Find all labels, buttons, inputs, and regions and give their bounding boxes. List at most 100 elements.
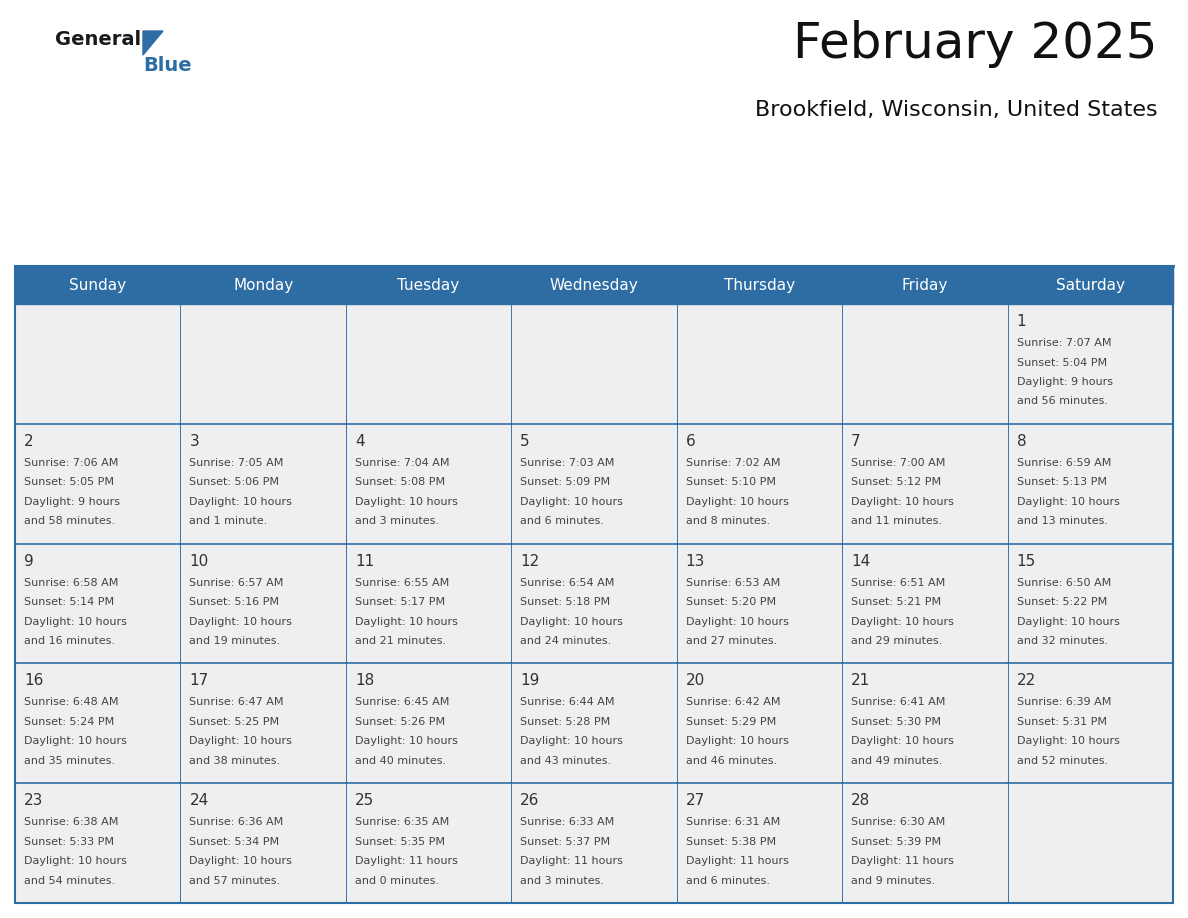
Text: and 13 minutes.: and 13 minutes. bbox=[1017, 516, 1107, 526]
Text: Sunrise: 7:06 AM: Sunrise: 7:06 AM bbox=[24, 458, 119, 468]
Text: 14: 14 bbox=[851, 554, 871, 568]
Text: General: General bbox=[55, 30, 141, 49]
Text: 11: 11 bbox=[355, 554, 374, 568]
Text: Daylight: 10 hours: Daylight: 10 hours bbox=[685, 736, 789, 746]
Bar bbox=[1007, 543, 1173, 664]
Text: Sunrise: 6:35 AM: Sunrise: 6:35 AM bbox=[355, 817, 449, 827]
Text: Sunset: 5:10 PM: Sunset: 5:10 PM bbox=[685, 477, 776, 487]
Text: and 21 minutes.: and 21 minutes. bbox=[355, 636, 446, 646]
Text: and 0 minutes.: and 0 minutes. bbox=[355, 876, 438, 886]
Text: and 52 minutes.: and 52 minutes. bbox=[1017, 756, 1107, 766]
Text: Daylight: 10 hours: Daylight: 10 hours bbox=[355, 736, 457, 746]
Bar bbox=[181, 664, 346, 783]
Text: Sunrise: 7:00 AM: Sunrise: 7:00 AM bbox=[851, 458, 946, 468]
Bar bbox=[181, 424, 346, 543]
Text: Sunrise: 6:51 AM: Sunrise: 6:51 AM bbox=[851, 577, 946, 588]
Text: and 57 minutes.: and 57 minutes. bbox=[189, 876, 280, 886]
Text: and 9 minutes.: and 9 minutes. bbox=[851, 876, 935, 886]
Bar bbox=[1007, 783, 1173, 903]
Text: Sunset: 5:29 PM: Sunset: 5:29 PM bbox=[685, 717, 776, 727]
Text: and 3 minutes.: and 3 minutes. bbox=[520, 876, 605, 886]
Bar bbox=[677, 304, 842, 424]
Text: 10: 10 bbox=[189, 554, 209, 568]
Text: and 27 minutes.: and 27 minutes. bbox=[685, 636, 777, 646]
Bar bbox=[15, 664, 181, 783]
Bar bbox=[511, 783, 677, 903]
Text: Sunset: 5:26 PM: Sunset: 5:26 PM bbox=[355, 717, 446, 727]
Text: Daylight: 10 hours: Daylight: 10 hours bbox=[1017, 497, 1119, 507]
Text: Daylight: 10 hours: Daylight: 10 hours bbox=[24, 736, 127, 746]
Text: and 1 minute.: and 1 minute. bbox=[189, 516, 267, 526]
Bar bbox=[181, 304, 346, 424]
Text: 26: 26 bbox=[520, 793, 539, 808]
Bar bbox=[677, 543, 842, 664]
Text: Wednesday: Wednesday bbox=[550, 277, 638, 293]
Text: and 11 minutes.: and 11 minutes. bbox=[851, 516, 942, 526]
Bar bbox=[511, 543, 677, 664]
Text: Sunset: 5:12 PM: Sunset: 5:12 PM bbox=[851, 477, 941, 487]
Text: Monday: Monday bbox=[233, 277, 293, 293]
Text: Sunset: 5:39 PM: Sunset: 5:39 PM bbox=[851, 836, 941, 846]
Text: Sunrise: 6:59 AM: Sunrise: 6:59 AM bbox=[1017, 458, 1111, 468]
Text: Sunrise: 6:36 AM: Sunrise: 6:36 AM bbox=[189, 817, 284, 827]
Bar bbox=[842, 783, 1007, 903]
Text: 19: 19 bbox=[520, 674, 539, 688]
Text: and 35 minutes.: and 35 minutes. bbox=[24, 756, 115, 766]
Text: 1: 1 bbox=[1017, 314, 1026, 329]
Text: Sunrise: 6:47 AM: Sunrise: 6:47 AM bbox=[189, 698, 284, 708]
Text: Sunset: 5:18 PM: Sunset: 5:18 PM bbox=[520, 597, 611, 607]
Bar bbox=[15, 543, 181, 664]
Bar bbox=[346, 783, 511, 903]
Text: Daylight: 11 hours: Daylight: 11 hours bbox=[685, 856, 789, 867]
Text: Sunday: Sunday bbox=[69, 277, 126, 293]
Text: Sunrise: 7:07 AM: Sunrise: 7:07 AM bbox=[1017, 338, 1111, 348]
Text: Sunset: 5:35 PM: Sunset: 5:35 PM bbox=[355, 836, 444, 846]
Bar bbox=[511, 304, 677, 424]
Text: Sunset: 5:20 PM: Sunset: 5:20 PM bbox=[685, 597, 776, 607]
Bar bbox=[15, 304, 181, 424]
Text: and 58 minutes.: and 58 minutes. bbox=[24, 516, 115, 526]
Text: 3: 3 bbox=[189, 434, 200, 449]
Text: Sunrise: 6:31 AM: Sunrise: 6:31 AM bbox=[685, 817, 781, 827]
Bar bbox=[511, 664, 677, 783]
Text: Daylight: 10 hours: Daylight: 10 hours bbox=[189, 736, 292, 746]
Text: Sunset: 5:38 PM: Sunset: 5:38 PM bbox=[685, 836, 776, 846]
Bar bbox=[842, 543, 1007, 664]
Bar bbox=[842, 304, 1007, 424]
Text: 6: 6 bbox=[685, 434, 695, 449]
Bar bbox=[181, 543, 346, 664]
Text: and 6 minutes.: and 6 minutes. bbox=[520, 516, 605, 526]
Text: and 43 minutes.: and 43 minutes. bbox=[520, 756, 612, 766]
Text: Sunrise: 6:45 AM: Sunrise: 6:45 AM bbox=[355, 698, 449, 708]
Text: Saturday: Saturday bbox=[1056, 277, 1125, 293]
Text: Daylight: 9 hours: Daylight: 9 hours bbox=[1017, 377, 1113, 387]
Text: Daylight: 10 hours: Daylight: 10 hours bbox=[24, 856, 127, 867]
Text: Sunset: 5:22 PM: Sunset: 5:22 PM bbox=[1017, 597, 1107, 607]
Text: Daylight: 10 hours: Daylight: 10 hours bbox=[189, 617, 292, 627]
Text: 24: 24 bbox=[189, 793, 209, 808]
Text: 13: 13 bbox=[685, 554, 706, 568]
Bar bbox=[346, 543, 511, 664]
Text: and 49 minutes.: and 49 minutes. bbox=[851, 756, 942, 766]
Text: and 29 minutes.: and 29 minutes. bbox=[851, 636, 942, 646]
Text: Daylight: 10 hours: Daylight: 10 hours bbox=[355, 497, 457, 507]
Text: 5: 5 bbox=[520, 434, 530, 449]
Text: Sunset: 5:24 PM: Sunset: 5:24 PM bbox=[24, 717, 114, 727]
Text: Sunrise: 6:38 AM: Sunrise: 6:38 AM bbox=[24, 817, 119, 827]
Text: 25: 25 bbox=[355, 793, 374, 808]
Text: 23: 23 bbox=[24, 793, 44, 808]
Text: Sunrise: 6:44 AM: Sunrise: 6:44 AM bbox=[520, 698, 614, 708]
Text: Sunrise: 6:30 AM: Sunrise: 6:30 AM bbox=[851, 817, 946, 827]
Bar bbox=[181, 783, 346, 903]
Bar bbox=[15, 783, 181, 903]
Text: Sunrise: 7:05 AM: Sunrise: 7:05 AM bbox=[189, 458, 284, 468]
Text: Sunset: 5:14 PM: Sunset: 5:14 PM bbox=[24, 597, 114, 607]
Text: and 24 minutes.: and 24 minutes. bbox=[520, 636, 612, 646]
Text: Daylight: 10 hours: Daylight: 10 hours bbox=[685, 617, 789, 627]
Text: Daylight: 10 hours: Daylight: 10 hours bbox=[355, 617, 457, 627]
Text: Blue: Blue bbox=[143, 56, 191, 75]
Bar bbox=[15, 266, 1173, 903]
Text: and 46 minutes.: and 46 minutes. bbox=[685, 756, 777, 766]
Text: 18: 18 bbox=[355, 674, 374, 688]
Text: Daylight: 9 hours: Daylight: 9 hours bbox=[24, 497, 120, 507]
